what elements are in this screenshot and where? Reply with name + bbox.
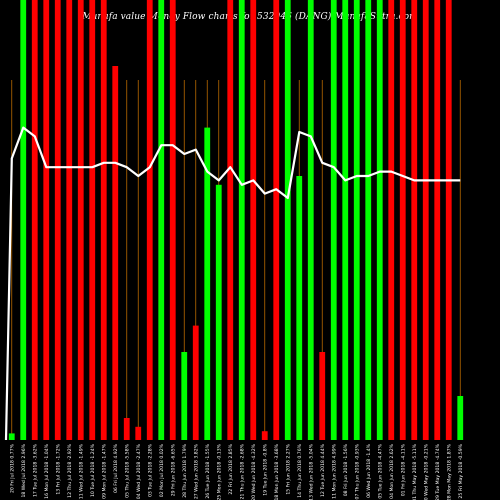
- x-tick-label: 22 Fri Jun 2018 2.85%: [228, 443, 234, 494]
- bar: [388, 0, 395, 440]
- x-tick-label: 27 Wed Jun 2018 3.82%: [193, 443, 199, 499]
- chart-title: Munafa value Money Flow charts for 53294…: [82, 12, 418, 22]
- bar: [307, 0, 314, 440]
- bar: [422, 0, 429, 440]
- bar: [365, 0, 372, 440]
- x-tick-label: 18 Mon Jun 2018 -3.68%: [274, 443, 280, 500]
- x-tick-label: 06 Wed Jun 2018 -1.4%: [366, 443, 372, 498]
- bar: [66, 0, 73, 440]
- bar: [434, 0, 441, 440]
- x-tick-label: 29 Tue May 2018 -4.74%: [435, 443, 441, 500]
- x-tick-label: 13 Fri Jul 2018 -1.72%: [55, 443, 61, 494]
- x-tick-label: 12 Tue Jun 2018 4.44%: [320, 443, 326, 497]
- x-tick-label: 04 Mon Jun 2018 2.62%: [389, 443, 395, 498]
- x-tick-label: 04 Wed Jul 2018 -2.47%: [136, 443, 142, 499]
- bar: [284, 0, 291, 440]
- x-tick-label: 20 Wed Jun 2018 -4.32%: [251, 443, 257, 500]
- x-tick-label: 09 Mon Jul 2018 -1.47%: [101, 443, 107, 498]
- x-tick-label: 01 Fri Jun 2018 -4.11%: [400, 443, 406, 496]
- bar: [457, 396, 464, 440]
- x-tick-label: 06 Fri Jul 2018 4.92%: [113, 443, 119, 493]
- bar: [100, 0, 107, 440]
- x-tick-label: 18 Wed Jul 2018 2.96%: [21, 443, 27, 497]
- bar: [158, 0, 165, 440]
- bar: [112, 66, 119, 440]
- x-tick-label: 11 Wed Jul 2018 -1.49%: [78, 443, 84, 499]
- x-tick-label: 14 Thu Jun 2018 0.76%: [297, 443, 303, 497]
- x-tick-label: 08 Fri Jun 2018 -1.56%: [343, 443, 349, 496]
- bar: [215, 184, 222, 440]
- bar-series: [8, 0, 464, 440]
- x-tick-label: 05 Tue Jun 2018 -4.47%: [377, 443, 383, 498]
- bar: [296, 176, 303, 440]
- x-tick-label: 28 Mon May 2018 1.87%: [446, 443, 452, 500]
- bar: [273, 0, 280, 440]
- bar: [181, 352, 188, 440]
- bar: [376, 0, 383, 440]
- x-tick-label: 31 Thu May 2018 -5.11%: [412, 443, 418, 500]
- x-tick-label: 17 Tue Jul 2018 -3.62%: [32, 443, 38, 497]
- bar: [204, 127, 211, 440]
- bar: [123, 418, 130, 440]
- x-tick-label: 11 Mon Jun 2018 4.99%: [331, 443, 337, 498]
- money-flow-line: [4, 126, 461, 441]
- x-tick-label: 29 Fri Jun 2018 -6.65%: [170, 443, 176, 496]
- bar: [353, 0, 360, 440]
- x-tick-label: 26 Tue Jun 2018 -1.55%: [205, 443, 211, 498]
- x-tick-label: 19 Tue Jun 2018 -0.8%: [262, 443, 268, 495]
- x-tick-label: 07 Thu Jun 2018 -0.93%: [354, 443, 360, 499]
- x-tick-label: 16 Mon Jul 2018 -1.04%: [44, 443, 50, 498]
- bar: [89, 0, 96, 440]
- x-tick-label: 25 Fri May 2018 -0.59%: [458, 443, 464, 498]
- bar: [227, 0, 234, 440]
- x-tick-label: 10 Tue Jul 2018 -1.24%: [90, 443, 96, 497]
- bar: [43, 0, 50, 440]
- x-tick-label: 30 Wed May 2018 -0.21%: [423, 443, 429, 500]
- x-tick-label: 28 Thu Jun 2018 1.79%: [182, 443, 188, 497]
- x-tick-label: 25 Mon Jun 2018 -0.13%: [216, 443, 222, 500]
- x-tick-labels: 20 Fri Jul 2018 0.77% 18 Wed Jul 2018 2.9…: [9, 443, 464, 500]
- bar: [399, 0, 406, 440]
- bar: [250, 0, 257, 440]
- x-tick-label: 12 Thu Jul 2018 -2.92%: [67, 443, 73, 497]
- bar: [238, 0, 245, 440]
- bar: [31, 0, 38, 440]
- bar: [54, 0, 61, 440]
- bar: [192, 325, 199, 440]
- bar: [135, 426, 142, 440]
- x-tick-label: 02 Mon Jul 2018 0.02%: [159, 443, 165, 497]
- bar: [169, 0, 176, 440]
- bar: [146, 0, 153, 440]
- x-tick-label: 21 Thu Jun 2018 -2.68%: [239, 443, 245, 499]
- bar: [261, 431, 268, 440]
- bar: [445, 0, 452, 440]
- bar: [20, 0, 27, 440]
- x-tick-label: 03 Tue Jul 2018 -2.28%: [147, 443, 153, 497]
- x-tick-label: 20 Fri Jul 2018 0.77%: [9, 443, 15, 493]
- x-tick-label: 15 Fri Jun 2018 2.27%: [285, 443, 291, 494]
- x-tick-label: 05 Thu Jul 2018 -5.58%: [124, 443, 130, 497]
- x-tick-label: 13 Wed Jun 2018 -5.04%: [308, 443, 314, 500]
- bar: [77, 0, 84, 440]
- bar: [411, 0, 418, 440]
- bar: [319, 352, 326, 440]
- bar: [8, 433, 15, 440]
- bar: [330, 0, 337, 440]
- bar: [342, 0, 349, 440]
